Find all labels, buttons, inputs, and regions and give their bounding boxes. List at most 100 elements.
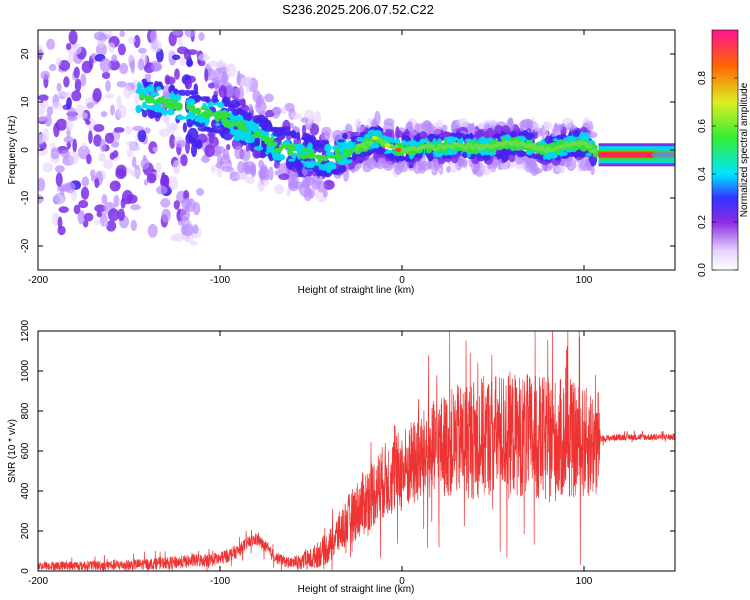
spectrogram-ridge-blob bbox=[548, 137, 554, 141]
spectrogram-blob bbox=[201, 154, 210, 163]
spectrogram-blob bbox=[218, 59, 224, 68]
snr-xlabel: Height of straight line (km) bbox=[298, 584, 415, 595]
spectrogram-ridge-blob bbox=[288, 147, 295, 152]
spectrogram-blob bbox=[94, 178, 100, 189]
spectrogram-ridge-blob bbox=[307, 142, 313, 150]
spectrogram-ridge-blob bbox=[206, 127, 213, 133]
spectrogram-blob bbox=[561, 117, 574, 128]
spectrogram-blob bbox=[55, 172, 63, 187]
spectrogram-blob bbox=[245, 144, 250, 152]
spectrogram-blob bbox=[207, 60, 219, 68]
spectrogram-blob bbox=[94, 204, 107, 213]
spectrogram-ridge-blob bbox=[307, 161, 315, 169]
spectrogram-blob bbox=[259, 180, 270, 187]
spectrogram-blob bbox=[166, 122, 171, 133]
spectrogram-ridge-blob bbox=[437, 138, 442, 143]
spectrogram-ridge-blob bbox=[472, 137, 477, 142]
spectrogram-ridge-blob bbox=[385, 137, 394, 142]
spectrogram-blob bbox=[112, 150, 119, 158]
spectrogram-blob bbox=[540, 125, 546, 139]
spectrogram-blob bbox=[38, 50, 45, 57]
spectrogram-ridge-core bbox=[587, 144, 593, 149]
spectrogram-ridge-blob bbox=[234, 120, 243, 127]
spectrogram-ridge-blob bbox=[385, 149, 391, 154]
spectrogram-blob bbox=[172, 30, 183, 37]
spectrogram-hotspot bbox=[384, 143, 391, 148]
spectrogram-ridge-blob bbox=[478, 137, 484, 144]
spectrogram-blob bbox=[160, 114, 170, 122]
spectrogram-blob bbox=[224, 84, 235, 98]
spectrogram-ridge-blob bbox=[288, 158, 296, 162]
spectrogram-blob bbox=[133, 35, 141, 48]
spectrogram-ridge-blob bbox=[579, 132, 585, 139]
spectrogram-blob bbox=[137, 129, 147, 143]
spectrogram-blob bbox=[155, 162, 162, 173]
spectrogram-ridge-blob bbox=[199, 118, 206, 124]
spectrogram-ytick-label: 20 bbox=[20, 48, 31, 60]
spectrogram-blob bbox=[90, 54, 95, 60]
spectrogram-ridge-blob bbox=[142, 101, 147, 109]
snr-ytick-label: 800 bbox=[20, 402, 31, 419]
spectrogram-blob bbox=[174, 232, 184, 242]
spectrogram-blob bbox=[186, 198, 196, 212]
spectrogram-blob bbox=[99, 58, 112, 73]
spectrogram-blob bbox=[467, 123, 475, 134]
spectrogram-ridge-blob bbox=[273, 141, 278, 147]
spectrogram-ytick-label: 10 bbox=[20, 96, 31, 108]
snr-series-line bbox=[38, 331, 675, 571]
spectrogram-flare bbox=[651, 149, 675, 160]
spectrogram-xlabel: Height of straight line (km) bbox=[298, 285, 415, 296]
colorbar-tick-label: 0.8 bbox=[697, 71, 708, 85]
spectrogram-ridge-blob bbox=[286, 131, 297, 136]
snr-ytick-label: 600 bbox=[20, 442, 31, 459]
spectrogram-ridge-blob bbox=[155, 86, 162, 91]
spectrogram-blob bbox=[96, 211, 103, 218]
spectrogram-blob bbox=[566, 157, 577, 172]
spectrogram-blob bbox=[174, 68, 180, 80]
spectrogram-ridge-blob bbox=[296, 131, 301, 141]
spectrogram-ridge-blob bbox=[567, 135, 574, 142]
spectrogram-ridge-blob bbox=[314, 141, 320, 148]
spectrogram-blob bbox=[131, 156, 137, 168]
spectrogram-blob bbox=[175, 140, 187, 148]
spectrogram-blob bbox=[104, 93, 115, 99]
spectrogram-blob bbox=[66, 97, 72, 110]
spectrogram-blob bbox=[245, 79, 251, 94]
spectrogram-blob bbox=[57, 225, 66, 236]
spectrogram-ridge-blob bbox=[337, 139, 345, 143]
spectrogram-ridge-blob bbox=[539, 150, 544, 155]
spectrogram-ridge-blob bbox=[223, 119, 233, 128]
spectrogram-blob bbox=[126, 140, 137, 147]
spectrogram-blob bbox=[82, 220, 89, 228]
spectrogram-blob bbox=[68, 30, 78, 45]
spectrogram-blob bbox=[423, 123, 434, 132]
spectrogram-ridge-core bbox=[474, 143, 479, 148]
spectrogram-blob bbox=[68, 151, 79, 165]
spectrogram-ridge-blob bbox=[261, 120, 268, 130]
spectrogram-blob bbox=[48, 63, 57, 72]
spectrogram-ridge-blob bbox=[558, 139, 566, 145]
spectrogram-blob bbox=[126, 148, 134, 158]
spectrogram-ridge-blob bbox=[253, 146, 264, 151]
spectrogram-ridge-blob bbox=[166, 108, 175, 116]
spectrogram-blob bbox=[60, 149, 70, 158]
spectrogram-blob bbox=[38, 102, 46, 116]
snr-xtick-label: -100 bbox=[210, 576, 230, 587]
spectrogram-ridge-blob bbox=[419, 138, 428, 144]
spectrogram-ridge-blob bbox=[408, 139, 418, 148]
spectrogram-blob bbox=[83, 212, 94, 222]
spectrogram-blob bbox=[169, 134, 176, 149]
spectrogram-ridge-blob bbox=[512, 150, 522, 154]
colorbar-label: Normalized spectral amplitude bbox=[739, 82, 750, 217]
spectrogram-ridge-blob bbox=[447, 148, 453, 156]
spectrogram-ridge-blob bbox=[189, 104, 196, 113]
spectrogram-blob bbox=[236, 70, 241, 86]
spectrogram-ridge-core bbox=[531, 142, 536, 147]
spectrogram-ridge-blob bbox=[143, 81, 148, 89]
spectrogram-blob bbox=[109, 180, 121, 192]
spectrogram-ridge-blob bbox=[161, 109, 168, 116]
spectrogram-ridge-blob bbox=[202, 114, 212, 118]
spectrogram-ridge-core bbox=[354, 147, 359, 152]
